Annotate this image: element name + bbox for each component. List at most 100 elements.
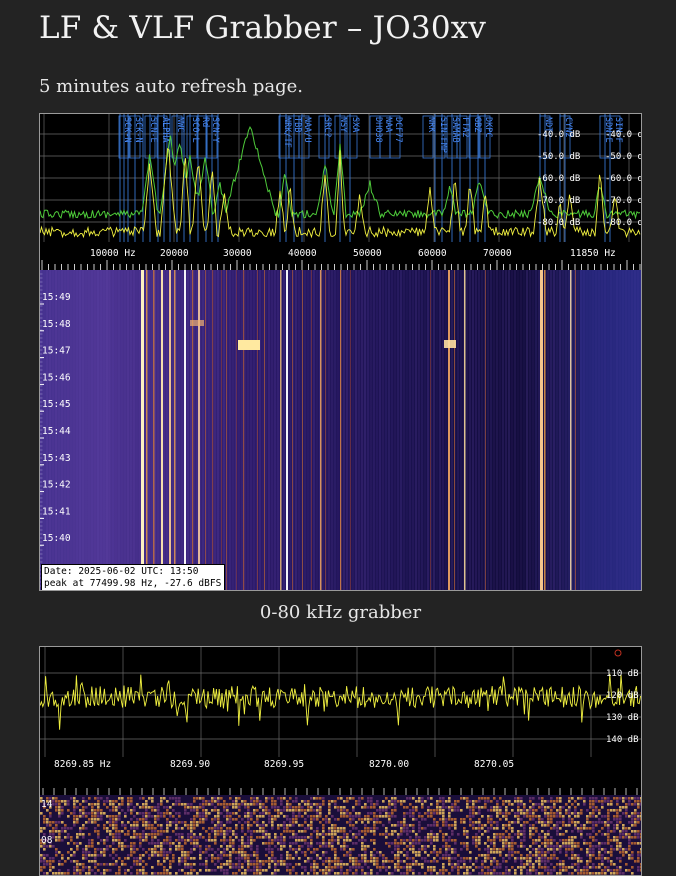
waterfall2-pixel [469,806,472,809]
waterfall2-pixel [304,827,307,830]
waterfall2-pixel [181,857,184,860]
waterfall2-pixel [151,815,154,818]
waterfall2-pixel [97,797,100,800]
waterfall2-pixel [205,863,208,866]
waterfall2-pixel [364,854,367,857]
waterfall2-pixel [505,800,508,803]
waterfall2-pixel [97,842,100,845]
waterfall2-pixel [502,872,505,875]
waterfall2-pixel [553,848,556,851]
waterfall2-pixel [61,872,64,875]
waterfall2-pixel [454,857,457,860]
waterfall2-pixel [493,797,496,800]
waterfall2-pixel [595,806,598,809]
waterfall2-pixel [442,809,445,812]
waterfall2-pixel [529,872,532,875]
waterfall2-pixel [307,827,310,830]
waterfall2-pixel [238,797,241,800]
time-label: 15:40 [42,533,71,544]
waterfall-noise [511,270,513,590]
waterfall2-pixel [406,833,409,836]
waterfall2-pixel [283,824,286,827]
waterfall2-pixel [589,842,592,845]
waterfall-noise [475,270,477,590]
waterfall2-pixel [406,812,409,815]
waterfall2-pixel [67,869,70,872]
waterfall2-pixel [406,845,409,848]
waterfall2-pixel [190,818,193,821]
waterfall2-pixel [43,842,46,845]
waterfall2-pixel [112,818,115,821]
waterfall2-pixel [214,842,217,845]
waterfall2-pixel [568,806,571,809]
waterfall2-pixel [358,833,361,836]
waterfall2-pixel [430,860,433,863]
waterfall-noise [97,270,99,590]
waterfall2-pixel [112,839,115,842]
waterfall2-pixel [196,845,199,848]
waterfall2-pixel [271,842,274,845]
waterfall2-pixel [571,857,574,860]
waterfall2-pixel [607,797,610,800]
waterfall2-pixel [586,869,589,872]
waterfall2-pixel [430,872,433,875]
waterfall2-pixel [190,848,193,851]
waterfall2-pixel [487,866,490,869]
waterfall2-pixel [145,833,148,836]
waterfall2-pixel [139,833,142,836]
waterfall2-pixel [562,824,565,827]
waterfall-noise [106,270,108,590]
waterfall2-pixel [499,836,502,839]
waterfall2-pixel [229,803,232,806]
waterfall2-pixel [115,809,118,812]
waterfall2-pixel [367,800,370,803]
waterfall2-pixel [340,866,343,869]
waterfall2-pixel [283,830,286,833]
waterfall2-pixel [595,815,598,818]
waterfall2-pixel [619,866,622,869]
waterfall2-pixel [517,800,520,803]
waterfall2-pixel [421,863,424,866]
waterfall2-pixel [79,842,82,845]
waterfall2-pixel [67,872,70,875]
waterfall2-pixel [640,803,641,806]
waterfall2-pixel [607,818,610,821]
waterfall2-pixel [88,872,91,875]
waterfall2-pixel [544,806,547,809]
waterfall2-pixel [187,806,190,809]
waterfall2-pixel [427,845,430,848]
waterfall2-pixel [577,863,580,866]
waterfall-noise [109,270,111,590]
waterfall2-pixel [172,815,175,818]
waterfall2-pixel [391,797,394,800]
waterfall2-pixel [268,848,271,851]
waterfall2-pixel [529,806,532,809]
waterfall2-pixel [478,827,481,830]
waterfall2-pixel [580,827,583,830]
waterfall2-pixel [295,806,298,809]
waterfall2-pixel [367,806,370,809]
waterfall2-pixel [568,848,571,851]
waterfall2-pixel [475,812,478,815]
waterfall2-pixel [544,866,547,869]
waterfall2-pixel [520,800,523,803]
waterfall2-pixel [526,809,529,812]
waterfall2-pixel [559,845,562,848]
waterfall2-pixel [274,845,277,848]
waterfall-carrier [174,270,176,590]
waterfall2-pixel [46,863,49,866]
station-label: SAMAB [450,117,460,143]
waterfall2-pixel [532,839,535,842]
waterfall2-pixel [88,818,91,821]
waterfall2-pixel [517,797,520,800]
waterfall2-pixel [592,800,595,803]
waterfall2-pixel [466,869,469,872]
waterfall2-pixel [598,842,601,845]
waterfall-noise [358,270,360,590]
waterfall2-pixel [103,800,106,803]
waterfall2-pixel [520,839,523,842]
waterfall-noise [61,270,63,590]
waterfall2-pixel [529,797,532,800]
waterfall2-pixel [229,821,232,824]
waterfall2-pixel [205,848,208,851]
